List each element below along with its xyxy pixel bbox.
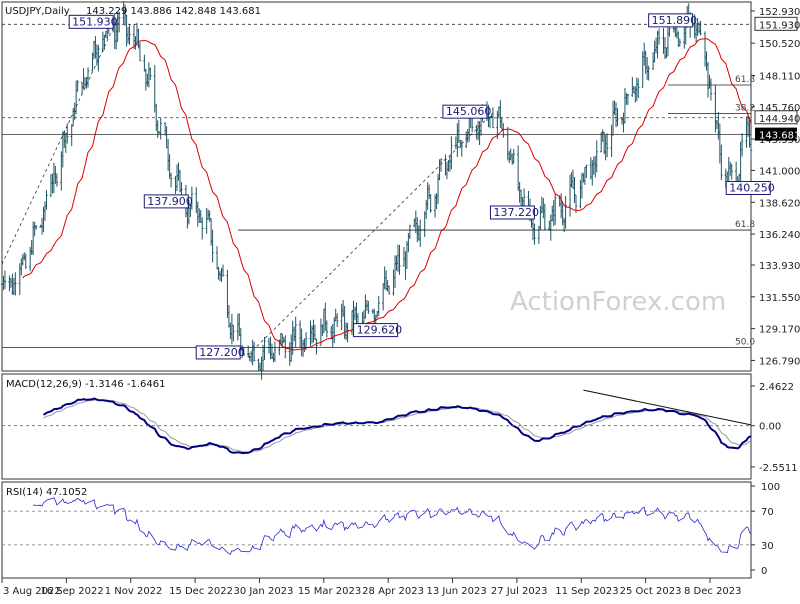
rsi-tick-label-1: 70 — [761, 507, 774, 518]
price-tick-label-0: 152.930 — [759, 7, 800, 18]
x-tick-label-8: 27 Jul 2023 — [491, 586, 548, 597]
macd-tick-label-2: -2.5511 — [759, 463, 798, 474]
x-tick-label-0: 3 Aug 2022 — [3, 586, 61, 597]
macd-title: MACD(12,26,9) -1.3146 -1.6461 — [6, 379, 166, 390]
price-tick-label-1: 150.520 — [759, 39, 800, 50]
price-panel — [1, 1, 752, 372]
x-tick-label-3: 15 Dec 2022 — [169, 586, 233, 597]
price-tick-label-8: 133.930 — [759, 261, 800, 272]
pivot-label-0: 151.930 — [72, 15, 118, 28]
pivot-label-6: 151.890 — [652, 14, 698, 27]
x-tick-label-2: 1 Nov 2022 — [105, 586, 163, 597]
pivot-label-7: 140.250 — [729, 181, 775, 194]
fib-label-2: 61.8 — [735, 220, 755, 230]
rsi-tick-label-3: 0 — [761, 566, 767, 577]
x-tick-label-4: 30 Jan 2023 — [233, 586, 293, 597]
pivot-label-1: 137.900 — [147, 195, 193, 208]
macd-panel — [1, 373, 752, 480]
macd-tick-label-1: 0.00 — [759, 422, 781, 433]
current-price-tag: 143.681 — [759, 131, 800, 142]
pivot-box-0 — [68, 14, 114, 29]
fib-label-3: 50.0 — [735, 337, 755, 347]
rsi-title: RSI(14) 47.1052 — [6, 487, 87, 498]
level-tag-0: 151.930 — [759, 20, 800, 31]
price-tick-label-2: 148.110 — [759, 71, 800, 82]
macd-line — [42, 397, 752, 455]
price-tick-label-9: 131.550 — [759, 293, 800, 304]
macd-trendline — [583, 389, 752, 426]
trendline-upper — [1, 15, 120, 265]
pivot-label-2: 127.200 — [199, 346, 245, 359]
level-tag-box-0 — [754, 16, 798, 31]
fib-label-0: 61.8 — [735, 75, 755, 85]
rsi-line — [33, 497, 752, 555]
price-tick-label-10: 129.170 — [759, 325, 800, 336]
chart-header-ohlc: 143.229 143.886 142.848 143.681 — [86, 6, 261, 17]
x-tick-label-6: 28 Apr 2023 — [362, 586, 424, 597]
pivot-label-4: 145.060 — [446, 105, 492, 118]
macd-signal-line — [43, 399, 752, 453]
x-tick-label-7: 13 Jun 2023 — [427, 586, 487, 597]
pivot-label-3: 129.620 — [357, 324, 403, 337]
pivot-box-2 — [195, 345, 241, 360]
moving-average-line — [22, 38, 752, 351]
x-tick-label-9: 11 Sep 2023 — [555, 586, 618, 597]
rsi-tick-label-0: 100 — [761, 482, 780, 493]
watermark: ActionForex.com — [510, 287, 726, 317]
rsi-panel — [1, 481, 752, 579]
x-tick-label-5: 15 Mar 2023 — [298, 586, 361, 597]
pivot-box-1 — [143, 194, 189, 209]
price-tick-label-7: 136.240 — [759, 230, 800, 241]
x-tick-label-10: 25 Oct 2023 — [620, 586, 682, 597]
price-tick-label-3: 145.760 — [759, 103, 800, 114]
pivot-box-6 — [648, 13, 694, 28]
pivot-box-7 — [725, 180, 771, 195]
pivot-label-5: 137.220 — [493, 206, 538, 219]
pivot-box-4 — [442, 104, 488, 119]
pivot-box-5 — [489, 205, 535, 220]
current-price-box — [755, 127, 797, 141]
rsi-tick-label-2: 30 — [761, 541, 774, 552]
price-tick-label-5: 141.000 — [759, 166, 800, 177]
x-tick-label-1: 16 Sep 2022 — [40, 586, 103, 597]
price-tick-label-11: 126.790 — [759, 356, 800, 367]
price-tick-label-6: 138.620 — [759, 198, 800, 209]
x-tick-label-11: 8 Dec 2023 — [684, 586, 742, 597]
level-tag-1: 144.940 — [759, 114, 800, 125]
chart-header-symbol: USDJPY,Daily — [5, 6, 70, 17]
fib-label-1: 38.2 — [735, 103, 755, 113]
level-tag-box-1 — [754, 110, 798, 125]
macd-tick-label-0: 2.4622 — [759, 382, 794, 393]
pivot-box-3 — [353, 323, 399, 338]
